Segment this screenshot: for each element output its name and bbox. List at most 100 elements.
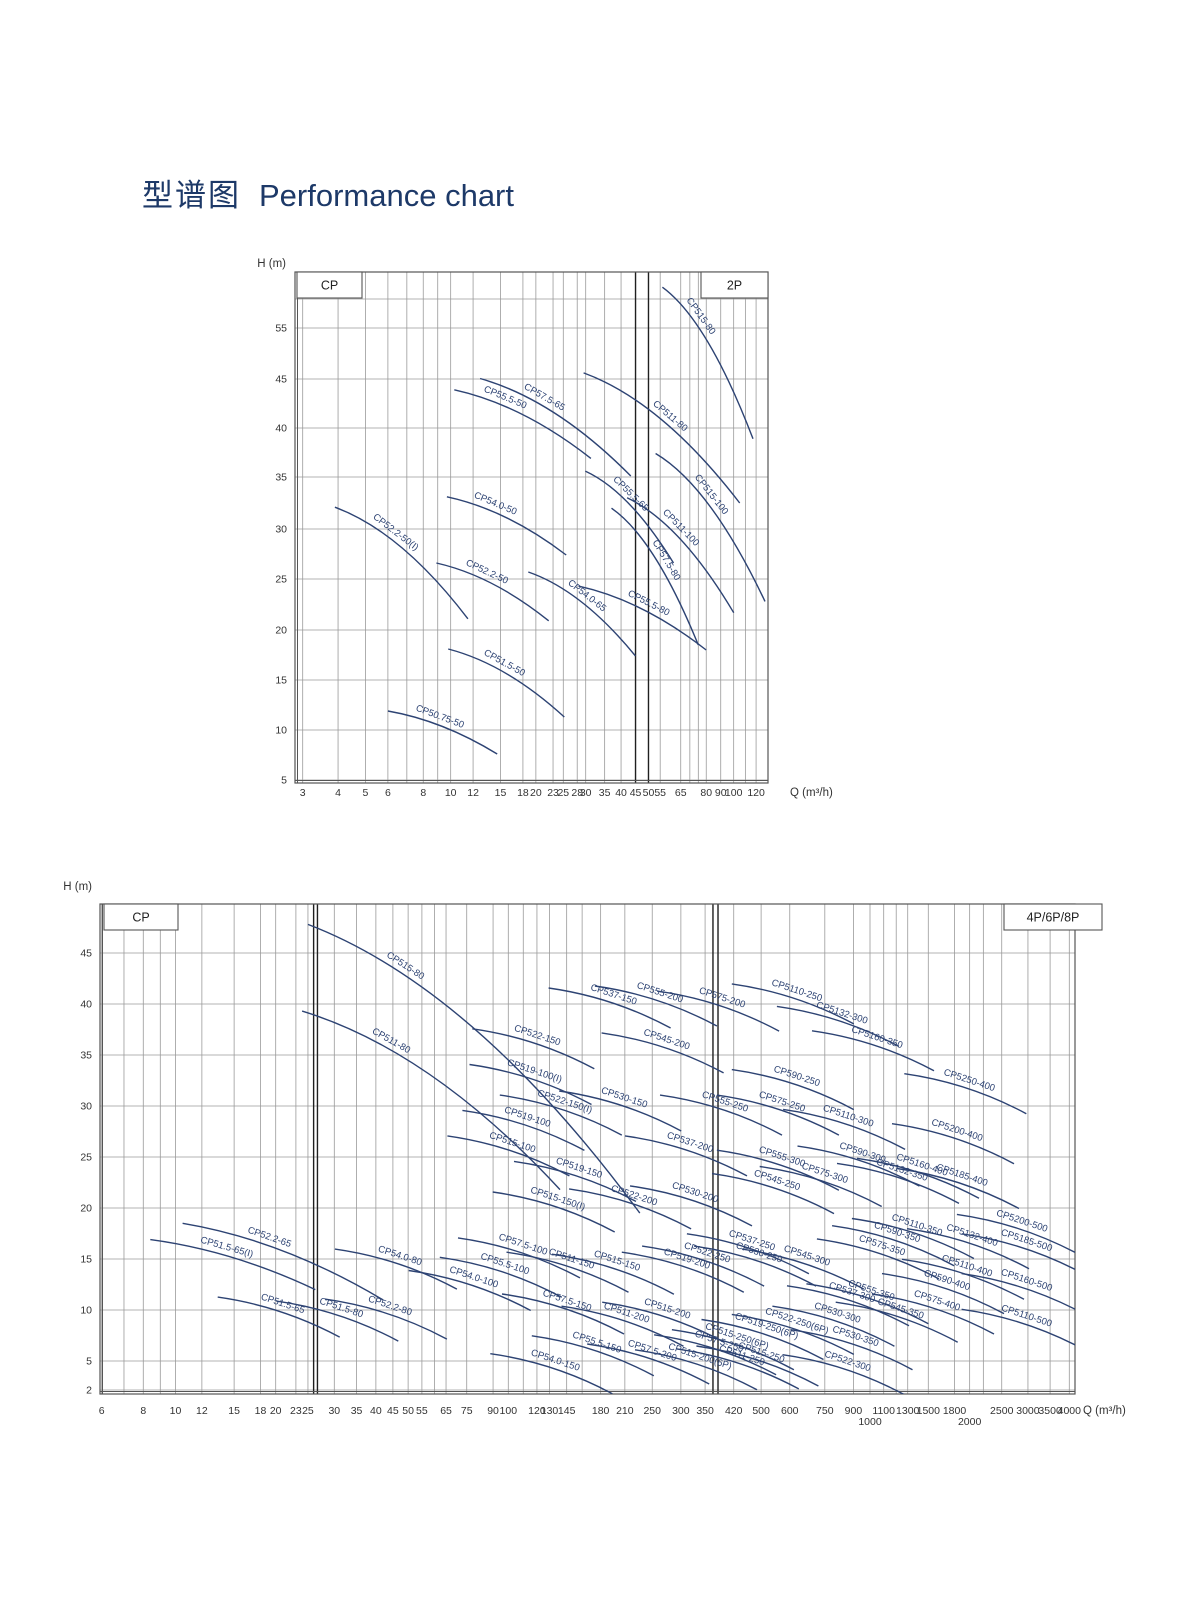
curve-CP522-150: [472, 1028, 595, 1070]
y-tick-label: 55: [275, 323, 287, 335]
curve-label-CP511-250: CP511-250: [718, 1343, 766, 1368]
curve-label-CP575-350: CP575-350: [857, 1233, 906, 1258]
curve-CP530-350: [790, 1329, 913, 1371]
curve-label-CP5160-400: CP5160-400: [895, 1152, 949, 1179]
curve-label-CP5110-500: CP5110-500: [1000, 1303, 1053, 1330]
curve-label-CP575-250: CP575-250: [757, 1089, 806, 1114]
x-tick-label: 8: [140, 1405, 146, 1417]
curve-CP5132-300: [776, 1005, 900, 1048]
curve-label-CP522-200: CP522-200: [610, 1183, 659, 1208]
curve-CP590-400: [881, 1272, 1005, 1315]
x-tick-label: 45: [630, 787, 642, 799]
curve-label-CP530-350: CP530-350: [831, 1324, 880, 1349]
x-tick-label: 1100: [872, 1405, 895, 1417]
x-tick-label: 50: [402, 1405, 414, 1417]
y-tick-label: 35: [80, 1050, 92, 1062]
curve-label-CP511-80: CP511-80: [650, 398, 689, 434]
curve-label-CP5110-350: CP5110-350: [890, 1212, 943, 1239]
curve-CP511-80: [583, 372, 741, 504]
x-tick-label: 1300: [896, 1405, 920, 1417]
x-tick-label: 350: [696, 1405, 714, 1417]
curve-label-CP511-200: CP511-200: [602, 1301, 650, 1326]
x-tick-label: 55: [654, 787, 666, 799]
y-tick-label: 45: [275, 374, 287, 386]
x-tick-label: 23: [290, 1405, 302, 1417]
curve-CP5160-350: [811, 1030, 935, 1072]
corner-box-right-label: 2P: [727, 279, 742, 293]
curve-label-CP522-300: CP522-300: [823, 1349, 872, 1374]
y-tick-label: 5: [281, 775, 287, 787]
x-tick-label: 75: [461, 1405, 473, 1417]
curve-CP55.5-65: [585, 470, 675, 564]
curve-CP530-300: [772, 1305, 895, 1347]
curve-label-CP5110-400: CP5110-400: [940, 1253, 993, 1280]
x-tick-label: 80: [700, 787, 712, 799]
x-tick-label: 1500: [917, 1405, 941, 1417]
curve-label-CP515-250(6P): CP515-250(6P): [704, 1321, 770, 1352]
y-tick-label: 15: [80, 1254, 92, 1266]
curve-CP54.0-65: [528, 571, 637, 657]
x-tick-label: 8: [420, 787, 426, 799]
x-tick-label: 55: [416, 1405, 428, 1417]
x-tick-label: 50: [643, 787, 655, 799]
curve-CP515-150(I): [492, 1191, 616, 1233]
curve-label-CP530-200: CP530-200: [671, 1180, 720, 1205]
x-tick-label: 130: [541, 1405, 559, 1417]
curve-label-CP55.5-150: CP55.5-150: [571, 1330, 623, 1356]
curve-CP57.5-100: [457, 1237, 581, 1279]
curve-CP54.0-100: [408, 1269, 532, 1312]
curve-CP515-250(6P): [671, 1329, 795, 1371]
curve-CP519-100: [462, 1109, 585, 1152]
curve-CP522-200: [569, 1188, 692, 1230]
curve-CP590-300: [797, 1145, 920, 1187]
y-tick-label: 20: [80, 1203, 92, 1215]
curve-label-CP5132-350: CP5132-350: [875, 1157, 929, 1184]
curve-CP50.75-50: [387, 710, 498, 755]
curve-label-CP54.0-150: CP54.0-150: [530, 1347, 582, 1373]
curve-CP5110-500: [961, 1308, 1075, 1346]
curve-label-CP5160-350: CP5160-350: [850, 1024, 904, 1051]
curve-label-CP519-150: CP519-150: [554, 1156, 603, 1181]
x-tick-label: 4000: [1058, 1405, 1082, 1417]
curve-CP545-350: [835, 1301, 959, 1343]
x-tick-label: 18: [255, 1405, 267, 1417]
x-tick-label: 10: [170, 1405, 182, 1417]
x-tick-label: 28: [571, 787, 583, 799]
page-title-en: Performance chart: [259, 178, 514, 213]
curve-CP522-250: [642, 1245, 765, 1287]
curve-label-CP519-200: CP519-200: [662, 1246, 711, 1271]
curve-label-CP515-150(I): CP515-150(I): [529, 1185, 587, 1213]
corner-box-left-label: CP: [321, 279, 338, 293]
x-tick-label: 2500: [990, 1405, 1014, 1417]
x-tick-label: 3500: [1038, 1405, 1062, 1417]
x-tick-label: 750: [816, 1405, 834, 1417]
curve-CP555-300: [716, 1149, 840, 1191]
curve-CP51.5-80: [276, 1300, 399, 1342]
curve-CP575-350: [816, 1238, 940, 1280]
curve-label-CP51.5-80: CP51.5-80: [318, 1296, 365, 1321]
x-tick-label: 20: [270, 1405, 282, 1417]
curve-label-CP51.5-65(I): CP51.5-65(I): [199, 1235, 254, 1261]
y-tick-label: 25: [275, 574, 287, 586]
curve-CP575-400: [871, 1293, 995, 1335]
curve-CP57.5-250: [654, 1334, 777, 1376]
curve-CP5110-250: [731, 983, 855, 1025]
x-tick-label: 600: [781, 1405, 799, 1417]
x-tick-label: 90: [487, 1405, 499, 1417]
curve-CP530-250: [694, 1245, 817, 1287]
curve-label-CP5250-400: CP5250-400: [942, 1067, 996, 1094]
x-tick-label: 120: [747, 787, 765, 799]
x-tick-label: 10: [445, 787, 457, 799]
curve-CP515-100: [447, 1135, 570, 1177]
curve-label-CP575-200: CP575-200: [698, 985, 747, 1010]
curve-label-CP54.0-80: CP54.0-80: [377, 1244, 424, 1269]
curve-label-CP590-350: CP590-350: [873, 1220, 922, 1245]
curve-label-CP555-250: CP555-250: [700, 1089, 749, 1114]
curve-CP5200-400: [891, 1123, 1015, 1165]
curve-label-CP590-300: CP590-300: [838, 1140, 887, 1165]
curve-label-CP5200-500: CP5200-500: [995, 1208, 1049, 1235]
curve-CP5110-400: [901, 1258, 1025, 1300]
x-tick-label: 15: [495, 787, 507, 799]
curve-label-CP5185-500: CP5185-500: [999, 1227, 1053, 1254]
